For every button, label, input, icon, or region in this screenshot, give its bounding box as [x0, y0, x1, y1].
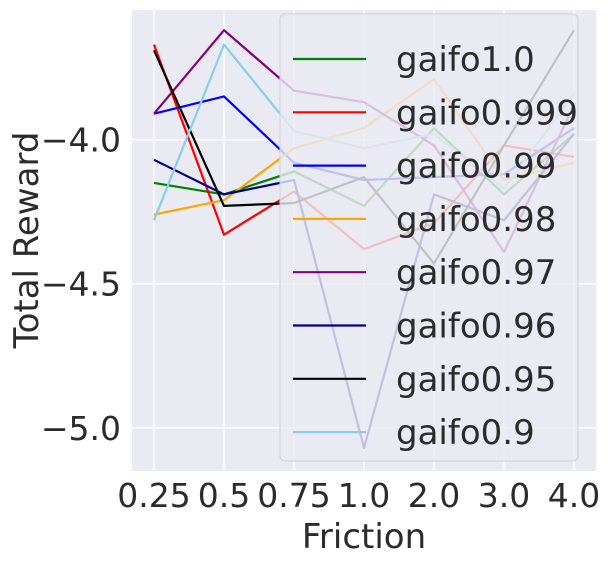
x-tick-label: 4.0 [548, 476, 600, 515]
x-tick-label: 0.5 [198, 476, 250, 515]
x-tick-label: 2.0 [408, 476, 460, 515]
legend-label: gaifo0.999 [396, 93, 578, 133]
y-axis-label: Total Reward [7, 132, 47, 350]
legend: gaifo1.0 gaifo0.999 gaifo0.99 gaifo0.98 gaif… [279, 13, 579, 462]
x-tick-label: 0.75 [257, 476, 330, 515]
x-tick-label: 3.0 [478, 476, 530, 515]
y-tick-labels: −5.0 −4.5 −4.0 [41, 121, 121, 448]
legend-label: gaifo0.98 [396, 200, 556, 240]
x-tick-labels: 0.25 0.5 0.75 1.0 2.0 3.0 4.0 [117, 476, 600, 515]
legend-label: gaifo0.9 [396, 413, 535, 453]
legend-label: gaifo1.0 [396, 40, 535, 80]
legend-label: gaifo0.99 [396, 147, 556, 187]
y-tick-label: −4.0 [41, 121, 121, 160]
legend-label: gaifo0.95 [396, 360, 556, 400]
legend-label: gaifo0.96 [396, 307, 556, 347]
legend-box [279, 13, 579, 462]
x-axis-label: Friction [302, 517, 426, 557]
y-tick-label: −4.5 [41, 265, 121, 304]
legend-label: gaifo0.97 [396, 253, 556, 293]
y-tick-label: −5.0 [41, 409, 121, 448]
x-tick-label: 0.25 [117, 476, 190, 515]
x-tick-label: 1.0 [338, 476, 390, 515]
